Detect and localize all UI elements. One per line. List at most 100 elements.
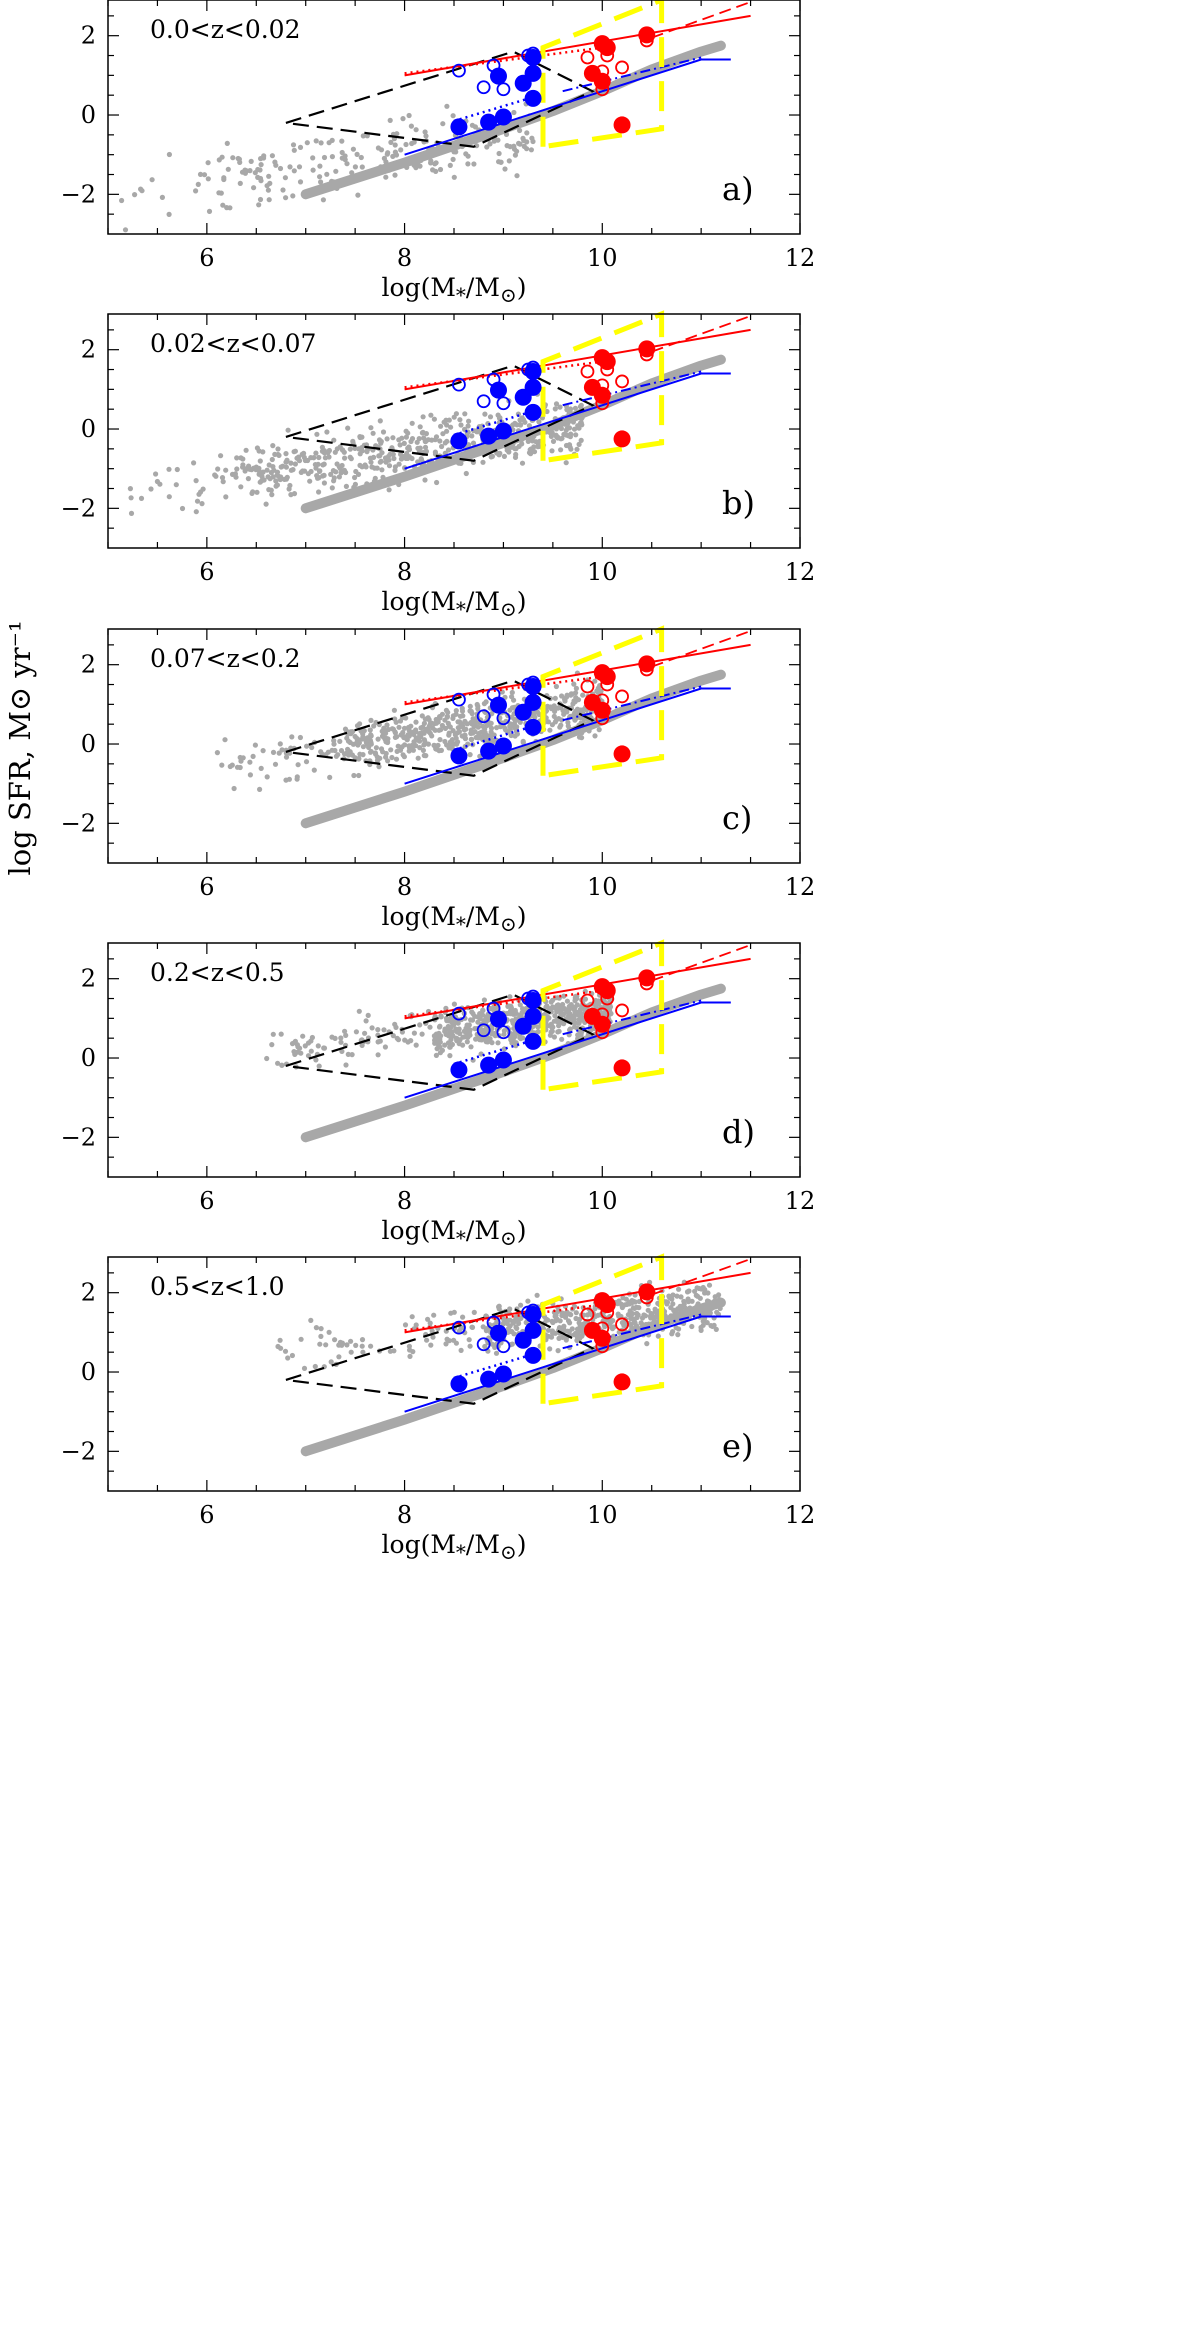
galaxy-point (277, 741, 283, 747)
galaxy-point (417, 745, 423, 751)
blue-filled-point (524, 693, 542, 711)
galaxy-point (342, 153, 348, 159)
galaxy-point (198, 489, 204, 495)
galaxy-point (459, 708, 466, 714)
galaxy-point (488, 729, 494, 735)
galaxy-point (325, 749, 331, 755)
panel-letter-label: c) (722, 799, 752, 837)
galaxy-point (257, 458, 263, 464)
gray-track-line (300, 669, 726, 829)
galaxy-point (454, 741, 460, 747)
galaxy-point (426, 723, 432, 729)
galaxy-point (294, 1042, 300, 1048)
galaxy-point (264, 774, 270, 780)
galaxy-point (504, 1317, 510, 1323)
galaxy-point (607, 1321, 613, 1327)
x-tick-label: 6 (199, 1501, 214, 1529)
black-dashed-region (285, 50, 595, 148)
x-tick-label: 12 (785, 1501, 816, 1529)
galaxy-point (511, 109, 517, 116)
galaxy-point (343, 483, 349, 489)
galaxy-point (446, 730, 452, 736)
galaxy-point (219, 475, 226, 481)
blue-open-point (476, 394, 491, 409)
galaxy-point (127, 486, 133, 492)
galaxy-point (437, 715, 443, 721)
galaxy-point (569, 1326, 575, 1332)
galaxy-point (559, 1011, 565, 1018)
galaxy-point (678, 1304, 685, 1310)
panel-e: 6 8 10 12 −2 0 2 0.5<z<1.0 e) log(M*/M⊙) (61, 1253, 816, 1564)
galaxy-point (517, 422, 524, 428)
galaxy-point (310, 167, 316, 173)
galaxy-point (368, 733, 374, 739)
galaxy-point (448, 1014, 454, 1021)
galaxy-point (360, 133, 366, 139)
galaxy-point (462, 732, 468, 738)
galaxy-point (620, 1295, 626, 1301)
galaxy-point (287, 164, 293, 170)
galaxy-point (525, 1298, 531, 1304)
x-axis-label-part: ⊙ (500, 597, 517, 621)
x-axis-label-part: /M (466, 587, 500, 616)
galaxy-point (437, 1050, 443, 1056)
galaxy-point (390, 435, 396, 441)
y-tick-label: −2 (61, 180, 96, 208)
galaxy-point (285, 1355, 291, 1361)
galaxy-point (273, 478, 279, 484)
galaxy-point (271, 467, 277, 473)
redshift-bin-label: 0.0<z<0.02 (150, 15, 301, 44)
blue-filled-point (524, 718, 542, 736)
galaxy-point (276, 452, 282, 458)
galaxy-point (514, 173, 520, 179)
blue-open-point (496, 396, 511, 411)
galaxy-point (488, 725, 495, 731)
galaxy-point (477, 1037, 483, 1043)
galaxy-point (483, 1326, 489, 1332)
galaxy-point (397, 442, 403, 448)
galaxy-point (276, 750, 282, 756)
galaxy-point (270, 749, 277, 756)
galaxy-point (417, 738, 423, 744)
galaxy-point (339, 138, 345, 144)
galaxy-point (467, 1032, 473, 1038)
galaxy-point (544, 408, 550, 415)
galaxy-point (332, 449, 338, 455)
galaxy-point (573, 685, 580, 692)
galaxy-point (326, 447, 332, 454)
galaxy-point (705, 1290, 711, 1296)
red-filled-point (598, 982, 616, 1000)
galaxy-point (512, 726, 519, 732)
galaxy-point (428, 1342, 434, 1348)
galaxy-point (421, 752, 427, 759)
blue-filled-point (489, 1324, 507, 1342)
y-tick-label: 2 (81, 1279, 96, 1307)
galaxy-point (122, 227, 129, 233)
galaxy-point (456, 1328, 462, 1334)
galaxy-point (648, 1311, 654, 1317)
red-open-point (615, 1317, 629, 1332)
blue-filled-point (480, 742, 498, 760)
x-axis-label-part: /M (466, 1530, 500, 1559)
galaxy-point (507, 1008, 514, 1014)
galaxy-point (556, 1325, 563, 1331)
galaxy-point (368, 1343, 374, 1349)
black-dashed-region (285, 364, 595, 462)
galaxy-point (554, 1009, 560, 1015)
galaxy-point (356, 740, 362, 746)
galaxy-point (328, 471, 334, 477)
galaxy-point (564, 425, 571, 431)
galaxy-point (706, 1282, 713, 1288)
galaxy-point (247, 466, 253, 472)
galaxy-point (453, 708, 459, 714)
galaxy-point (384, 722, 390, 728)
x-axis-label: log(M*/M⊙) (382, 1530, 527, 1564)
galaxy-point (359, 1343, 365, 1349)
galaxy-point (685, 1296, 691, 1302)
galaxy-point (312, 1363, 318, 1370)
galaxy-point (560, 1310, 566, 1317)
galaxy-point (451, 1337, 457, 1343)
galaxy-point (269, 456, 275, 463)
galaxy-point (455, 719, 461, 725)
galaxy-point (572, 405, 579, 411)
